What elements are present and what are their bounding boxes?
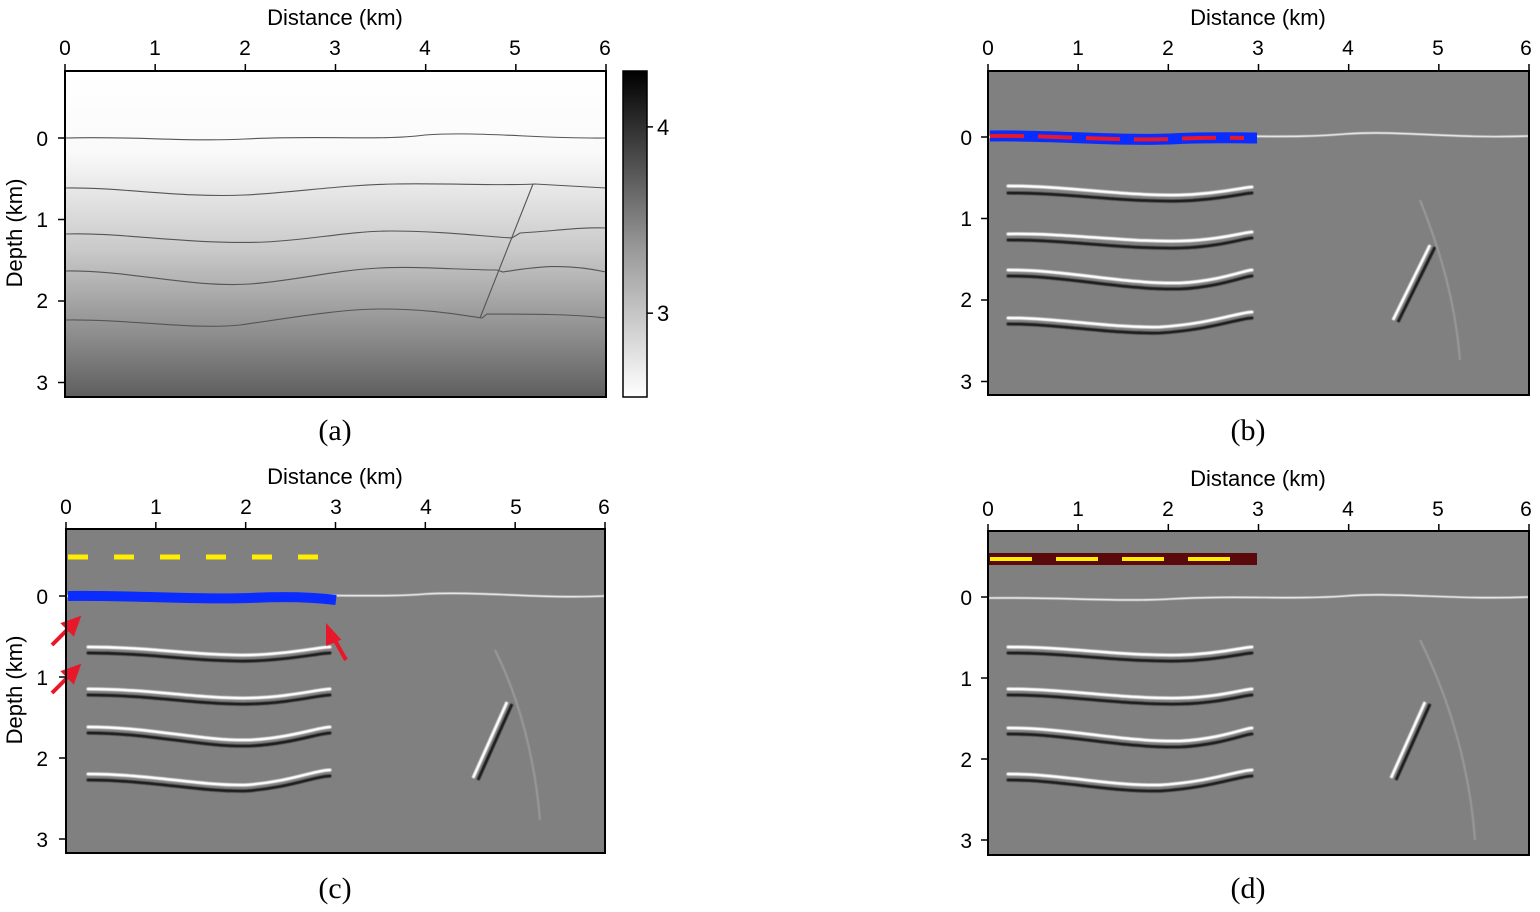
panel-c-caption: (c) — [318, 872, 352, 905]
colorbar-tick-label: 4 — [657, 115, 669, 140]
y-tick-label: 3 — [36, 829, 48, 852]
x-tick-label: 6 — [1520, 37, 1532, 60]
x-tick-label: 1 — [150, 496, 162, 519]
x-tick-label: 5 — [1432, 498, 1444, 521]
x-tick-label: 0 — [982, 37, 994, 60]
panel-c: Distance (km) Depth (km) 0 1 2 3 4 5 6 0… — [2, 464, 610, 854]
x-tick-label: 3 — [330, 496, 342, 519]
x-tick-label: 4 — [1342, 498, 1354, 521]
x-tick-label: 3 — [1252, 37, 1264, 60]
panel-b-xticklabels: 0 1 2 3 4 5 6 — [982, 37, 1532, 60]
y-tick-label: 3 — [36, 372, 48, 395]
y-tick-label: 0 — [960, 127, 972, 150]
x-tick-label: 1 — [149, 37, 161, 60]
y-tick-label: 0 — [36, 586, 48, 609]
receiver-line — [989, 130, 1258, 145]
y-tick-label: 0 — [36, 128, 48, 151]
y-tick-label: 2 — [960, 289, 972, 312]
colorbar-ticks: 34 — [647, 115, 669, 326]
panel-a-caption: (a) — [318, 414, 352, 447]
y-tick-label: 2 — [36, 290, 48, 313]
velocity-model-image — [64, 71, 607, 397]
panel-c-ylabel: Depth (km) — [2, 636, 27, 745]
arrow-head — [60, 663, 82, 685]
x-tick-label: 0 — [59, 37, 71, 60]
x-tick-label: 6 — [598, 496, 610, 519]
colorbar: 34 — [622, 70, 669, 398]
panel-a-ylabel: Depth (km) — [2, 179, 27, 288]
y-tick-label: 3 — [960, 371, 972, 394]
colorbar-tick-label: 3 — [657, 301, 669, 326]
x-tick-label: 5 — [1432, 37, 1444, 60]
x-tick-label: 1 — [1072, 498, 1084, 521]
arrow-head — [60, 615, 82, 637]
y-tick-label: 2 — [960, 749, 972, 772]
migrated-image-c — [50, 529, 606, 853]
panel-d: Distance (km) 0 1 2 3 4 5 6 0 1 2 3 — [960, 466, 1532, 856]
panel-a-xticklabels: 0 1 2 3 4 5 6 — [59, 37, 611, 60]
panel-d-xticklabels: 0 1 2 3 4 5 6 — [982, 498, 1532, 521]
y-tick-label: 0 — [960, 587, 972, 610]
x-tick-label: 2 — [240, 496, 252, 519]
y-tick-label: 1 — [36, 209, 48, 232]
x-tick-label: 4 — [419, 37, 431, 60]
y-tick-label: 1 — [960, 208, 972, 231]
panel-c-yticklabels: 0 1 2 3 — [36, 586, 48, 852]
arrows — [50, 615, 348, 695]
panel-c-xticklabels: 0 1 2 3 4 5 6 — [60, 496, 610, 519]
arrow-head — [326, 622, 342, 646]
panel-b-xlabel: Distance (km) — [1190, 5, 1326, 30]
source-line — [989, 133, 1245, 142]
panel-d-yticklabels: 0 1 2 3 — [960, 587, 972, 853]
panel-d-caption: (d) — [1230, 872, 1266, 905]
panel-a: Distance (km) Depth (km) 0 1 2 3 4 5 6 0… — [2, 5, 611, 398]
panel-a-xlabel: Distance (km) — [267, 5, 403, 30]
migrated-image-d — [987, 531, 1530, 855]
x-tick-label: 1 — [1072, 37, 1084, 60]
panel-b-yticklabels: 0 1 2 3 — [960, 127, 972, 394]
y-tick-label: 1 — [36, 667, 48, 690]
y-tick-label: 3 — [960, 830, 972, 853]
panel-a-yticklabels: 0 1 2 3 — [36, 128, 48, 395]
x-tick-label: 5 — [509, 37, 521, 60]
x-tick-label: 0 — [60, 496, 72, 519]
y-tick-label: 1 — [960, 668, 972, 691]
x-tick-label: 3 — [329, 37, 341, 60]
x-tick-label: 2 — [1162, 37, 1174, 60]
panel-b: Distance (km) 0 1 2 3 4 5 6 0 1 2 3 — [960, 5, 1532, 396]
panel-b-caption: (b) — [1230, 414, 1266, 447]
y-tick-label: 2 — [36, 748, 48, 771]
panel-d-xlabel: Distance (km) — [1190, 466, 1326, 491]
x-tick-label: 3 — [1252, 498, 1264, 521]
receiver-line — [67, 590, 337, 605]
colorbar-gradient — [622, 70, 648, 398]
x-tick-label: 6 — [1520, 498, 1532, 521]
migrated-image-b — [987, 71, 1530, 395]
x-tick-label: 2 — [239, 37, 251, 60]
tick-marks — [58, 64, 1530, 841]
x-tick-label: 6 — [599, 37, 611, 60]
x-tick-label: 0 — [982, 498, 994, 521]
x-tick-label: 4 — [420, 496, 432, 519]
x-tick-label: 5 — [510, 496, 522, 519]
x-tick-label: 4 — [1342, 37, 1354, 60]
panel-c-xlabel: Distance (km) — [267, 464, 403, 489]
x-tick-label: 2 — [1162, 498, 1174, 521]
